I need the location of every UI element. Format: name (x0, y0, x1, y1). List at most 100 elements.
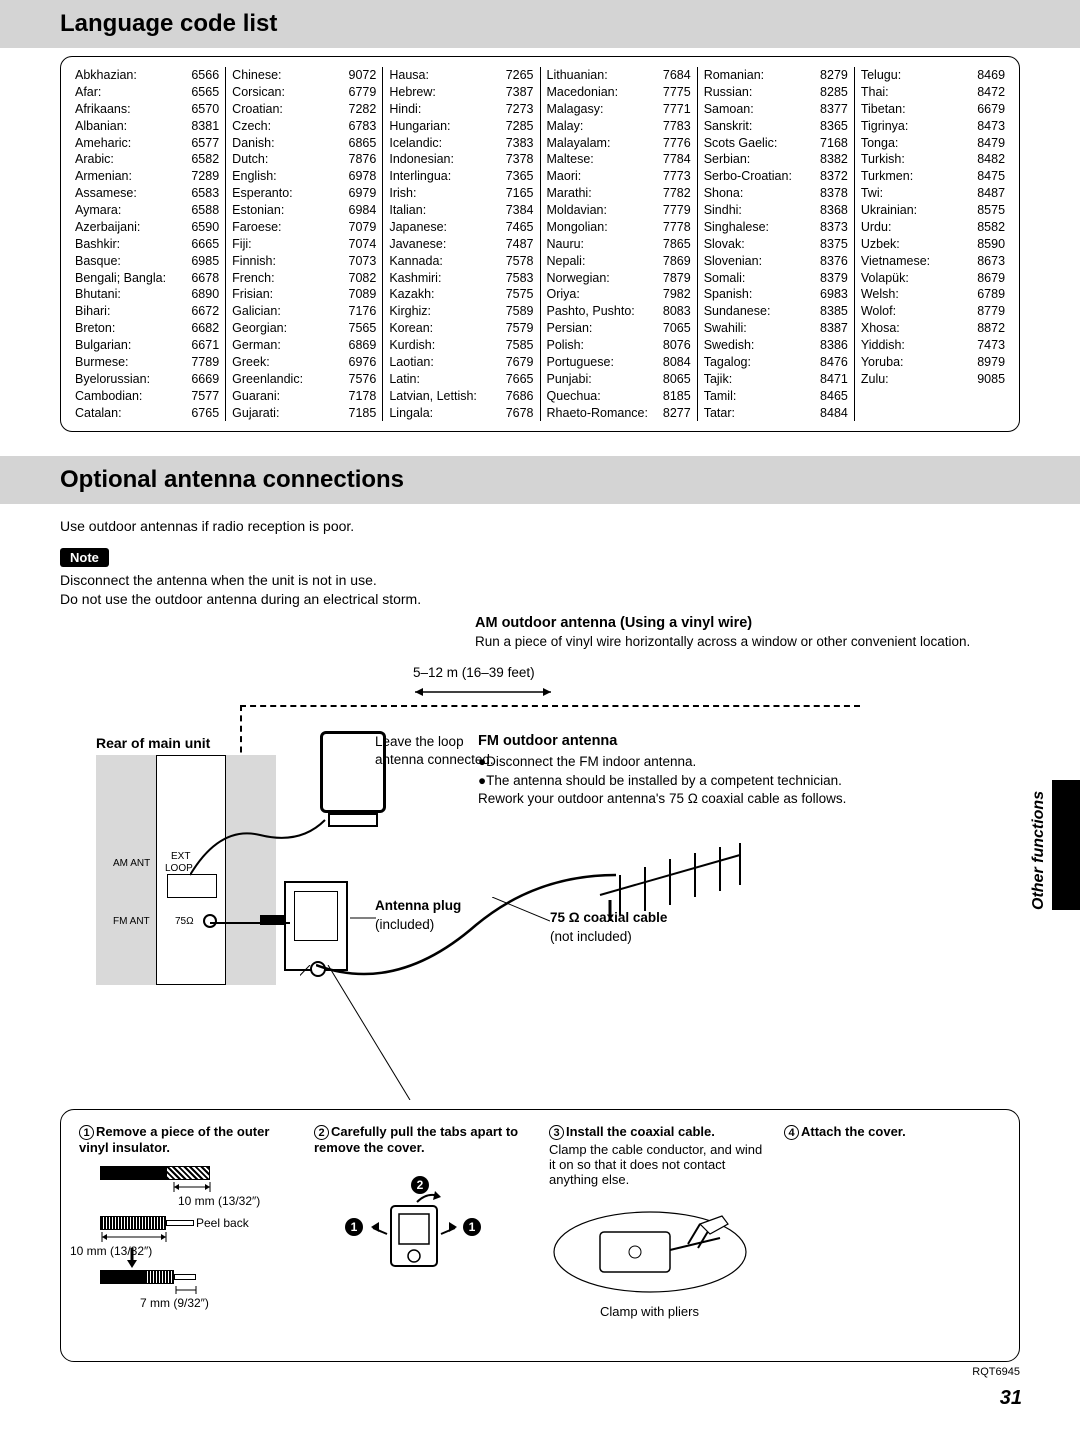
lang-code: 8590 (977, 236, 1005, 253)
lang-code: 8465 (820, 388, 848, 405)
lang-name: Hindi: (389, 101, 421, 118)
lang-column: Romanian:8279Russian:8285Samoan:8377Sans… (704, 67, 855, 421)
lang-name: Zulu: (861, 371, 889, 388)
lang-row: Korean:7579 (389, 320, 533, 337)
lang-code: 7575 (506, 286, 534, 303)
lang-code: 7576 (349, 371, 377, 388)
step-1: 1Remove a piece of the outer vinyl insul… (79, 1124, 296, 1343)
lang-name: Polish: (547, 337, 585, 354)
lang-code: 6577 (191, 135, 219, 152)
lang-name: Finnish: (232, 253, 276, 270)
lang-name: Turkmen: (861, 168, 913, 185)
lang-row: Kannada:7578 (389, 253, 533, 270)
lang-name: Turkish: (861, 151, 905, 168)
lang-row: Sindhi:8368 (704, 202, 848, 219)
lang-code: 7665 (506, 371, 534, 388)
lang-row: Malayalam:7776 (547, 135, 691, 152)
lang-row: Kirghiz:7589 (389, 303, 533, 320)
lang-name: Uzbek: (861, 236, 900, 253)
lang-name: Bengali; Bangla: (75, 270, 166, 287)
lang-row: Lingala:7678 (389, 405, 533, 422)
lang-code: 8476 (820, 354, 848, 371)
lang-row: Greek:6976 (232, 354, 376, 371)
lang-code: 6779 (349, 84, 377, 101)
lang-code: 7289 (191, 168, 219, 185)
lang-row: Aymara:6588 (75, 202, 219, 219)
lang-code: 7073 (349, 253, 377, 270)
lang-name: Faroese: (232, 219, 281, 236)
lang-row: Dutch:7876 (232, 151, 376, 168)
lang-code: 8386 (820, 337, 848, 354)
lang-name: Danish: (232, 135, 274, 152)
lang-row: Abkhazian:6566 (75, 67, 219, 84)
lang-row: Esperanto:6979 (232, 185, 376, 202)
lang-code: 6588 (191, 202, 219, 219)
lang-row: Irish:7165 (389, 185, 533, 202)
lang-row: French:7082 (232, 270, 376, 287)
lang-code: 8487 (977, 185, 1005, 202)
lang-code: 7579 (506, 320, 534, 337)
lang-row: Byelorussian:6669 (75, 371, 219, 388)
lang-name: Scots Gaelic: (704, 135, 778, 152)
lang-code: 6678 (191, 270, 219, 287)
lang-name: Bihari: (75, 303, 110, 320)
lang-row: Tagalog:8476 (704, 354, 848, 371)
lang-row: Yoruba:8979 (861, 354, 1005, 371)
lang-code: 7273 (506, 101, 534, 118)
lang-row: Tamil: 8465 (704, 388, 848, 405)
lang-code: 7779 (663, 202, 691, 219)
lang-code: 7383 (506, 135, 534, 152)
lang-name: Norwegian: (547, 270, 610, 287)
lang-code: 7565 (349, 320, 377, 337)
lang-name: Burmese: (75, 354, 129, 371)
lang-code: 7678 (506, 405, 534, 422)
lang-row: Moldavian:7779 (547, 202, 691, 219)
lang-name: Ameharic: (75, 135, 131, 152)
lang-name: Sindhi: (704, 202, 742, 219)
lang-code: 8381 (191, 118, 219, 135)
lang-name: Samoan: (704, 101, 754, 118)
lang-name: Latin: (389, 371, 420, 388)
lang-row: Turkish:8482 (861, 151, 1005, 168)
lang-row: Frisian:7089 (232, 286, 376, 303)
lang-name: Indonesian: (389, 151, 454, 168)
lang-code: 6976 (349, 354, 377, 371)
fm-bullet: Disconnect the FM indoor antenna. (486, 754, 696, 769)
lang-row: Indonesian:7378 (389, 151, 533, 168)
lang-row: Singhalese:8373 (704, 219, 848, 236)
lang-row: Serbo-Croatian:8372 (704, 168, 848, 185)
lang-code: 7577 (191, 388, 219, 405)
lang-name: Nepali: (547, 253, 586, 270)
lang-code: 8375 (820, 236, 848, 253)
lang-row: Azerbaijani:6590 (75, 219, 219, 236)
lang-row: Albanian:8381 (75, 118, 219, 135)
lang-row: Bulgarian:6671 (75, 337, 219, 354)
lang-name: Yoruba: (861, 354, 904, 371)
lang-code: 7165 (506, 185, 534, 202)
lang-name: Russian: (704, 84, 753, 101)
lang-name: Sundanese: (704, 303, 771, 320)
lang-code: 6682 (191, 320, 219, 337)
lang-code: 8083 (663, 303, 691, 320)
lang-row: English:6978 (232, 168, 376, 185)
lang-name: Tamil: (704, 388, 737, 405)
loop-base-icon (328, 813, 378, 827)
callout-1: 1 (345, 1218, 363, 1236)
lang-name: Guarani: (232, 388, 280, 405)
lang-code: 6984 (349, 202, 377, 219)
lang-code: 8471 (820, 371, 848, 388)
lang-name: Czech: (232, 118, 271, 135)
lang-code: 7487 (506, 236, 534, 253)
lang-column: Hausa:7265Hebrew:7387Hindi:7273Hungarian… (389, 67, 540, 421)
lang-code: 7387 (506, 84, 534, 101)
lang-row: Assamese:6583 (75, 185, 219, 202)
lang-row: Latvian, Lettish:7686 (389, 388, 533, 405)
lang-code: 7265 (506, 67, 534, 84)
lang-code: 8469 (977, 67, 1005, 84)
note-line: Do not use the outdoor antenna during an… (60, 590, 1020, 609)
lang-row: Tibetan:6679 (861, 101, 1005, 118)
lang-code: 6765 (191, 405, 219, 422)
lang-code: 8372 (820, 168, 848, 185)
lang-name: Abkhazian: (75, 67, 137, 84)
lang-name: Cambodian: (75, 388, 142, 405)
